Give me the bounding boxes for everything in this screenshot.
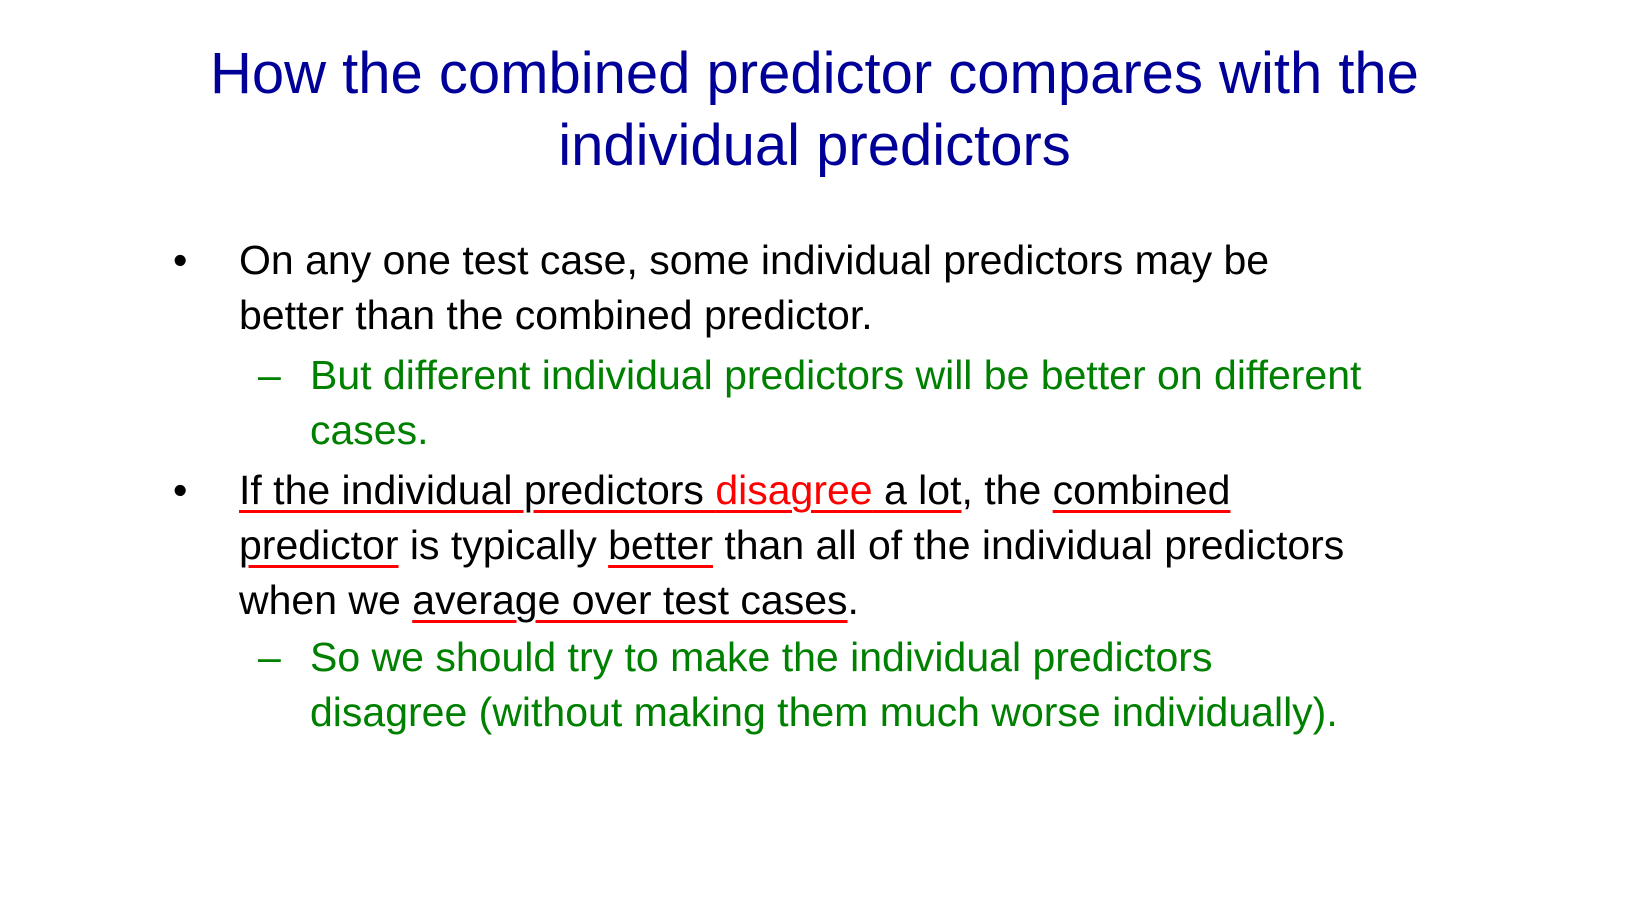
underlined-phrase: average over test cases (412, 577, 848, 623)
text-run: is typically (398, 522, 609, 568)
underlined-phrase: If the individual predictors disagree a … (239, 467, 961, 513)
bullet-2-line-2: predictor is typically better than all o… (239, 518, 1489, 573)
text-run: a lot (872, 467, 962, 513)
bullet-1-text: On any one test case, some individual pr… (239, 233, 1489, 343)
slide-title-line-1: How the combined predictor compares with… (210, 41, 1419, 106)
sub-bullet-marker: – (258, 634, 281, 680)
bullet-2-line-1: If the individual predictors disagree a … (239, 463, 1489, 518)
bullet-marker: • (173, 237, 188, 283)
text-run: , the (961, 467, 1053, 513)
bullet-2-line-3: when we average over test cases. (239, 573, 1489, 628)
text-run: when we (239, 577, 413, 623)
text-run: . (847, 577, 859, 623)
highlight-disagree: disagree (715, 467, 873, 513)
bullet-marker: • (173, 467, 188, 513)
bullet-1-line-2: better than the combined predictor. (239, 292, 873, 338)
bullet-1-line-1: On any one test case, some individual pr… (239, 237, 1270, 283)
sub-bullet-1-text: But different individual predictors will… (310, 348, 1510, 458)
underlined-phrase: predictor (239, 522, 399, 568)
bullet-2-text: If the individual predictors disagree a … (239, 463, 1489, 628)
sub-bullet-2-line-2: disagree (without making them much worse… (310, 689, 1338, 735)
sub-bullet-marker: – (258, 352, 281, 398)
slide-title: How the combined predictor compares with… (100, 38, 1529, 182)
underlined-phrase: better (608, 522, 713, 568)
slide-title-line-2: individual predictors (558, 113, 1071, 178)
text-run: than all of the individual predictors (712, 522, 1345, 568)
sub-bullet-2-text: So we should try to make the individual … (310, 630, 1510, 740)
underlined-phrase: combined (1052, 467, 1231, 513)
sub-bullet-2-line-1: So we should try to make the individual … (310, 634, 1213, 680)
text-run: If the individual predictors (239, 467, 716, 513)
sub-bullet-1-line-2: cases. (310, 407, 429, 453)
sub-bullet-1-line-1: But different individual predictors will… (310, 352, 1362, 398)
